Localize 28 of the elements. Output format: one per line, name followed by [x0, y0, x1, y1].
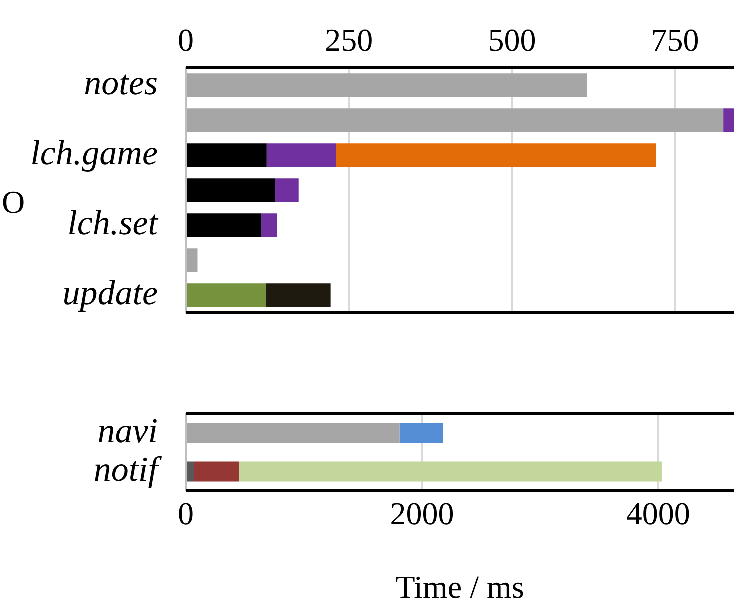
y-tick-label: notes — [84, 64, 158, 103]
y-tick-label: update — [62, 274, 158, 313]
text: O — [2, 184, 26, 220]
bar — [187, 214, 262, 238]
x-tick-label: 4000 — [626, 496, 690, 532]
x-axis-title: Time / ms — [396, 569, 524, 606]
bar — [187, 74, 588, 98]
y-tick-label: lch.set — [68, 204, 160, 243]
y-tick-label: lch.game — [30, 134, 158, 173]
y-tick-label: notif — [94, 450, 162, 489]
bar — [266, 144, 336, 168]
x2-tick-label: 0 — [178, 22, 194, 58]
bar — [275, 178, 299, 202]
bar — [336, 144, 656, 168]
bar — [187, 284, 266, 308]
x2-tick-label: 750 — [651, 22, 700, 58]
x2-tick-label: 500 — [488, 22, 536, 58]
bar — [187, 144, 267, 168]
bar — [187, 108, 724, 132]
bar — [261, 214, 278, 238]
x-tick-label: 0 — [178, 496, 194, 532]
bar — [187, 248, 198, 272]
bar — [187, 178, 276, 202]
x2-tick-label: 250 — [325, 22, 374, 58]
bar — [266, 284, 331, 308]
bar — [724, 108, 734, 132]
x-tick-label: 2000 — [390, 496, 454, 532]
y-tick-label: navi — [98, 411, 158, 450]
